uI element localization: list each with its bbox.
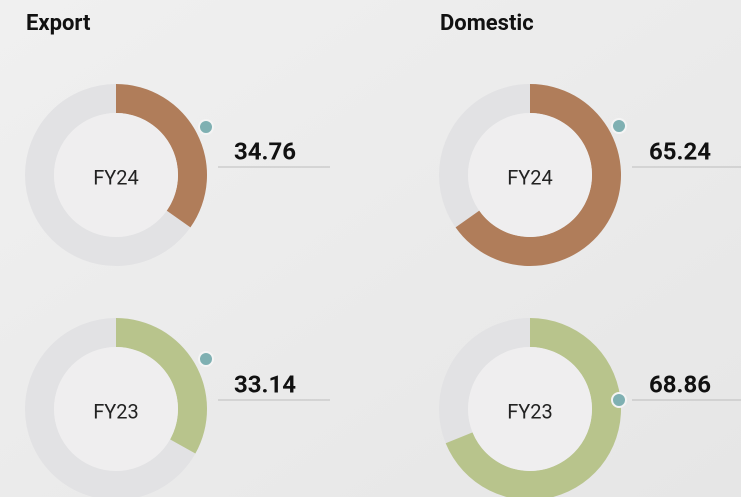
center-label: FY24 — [507, 165, 553, 189]
center-label: FY24 — [93, 165, 139, 189]
donut-center — [468, 113, 592, 237]
donut-arc — [116, 84, 208, 228]
value-label: 68.86 — [649, 370, 711, 398]
donut-center — [54, 347, 178, 471]
marker-dot — [198, 119, 214, 135]
center-label: FY23 — [93, 399, 139, 423]
section-title: Export — [26, 11, 91, 36]
section-title: Domestic — [440, 11, 534, 36]
value-label: 65.24 — [649, 137, 711, 165]
donut-arc — [445, 318, 621, 497]
donut-center — [468, 347, 592, 471]
value-label: 34.76 — [234, 137, 296, 165]
center-label: FY23 — [507, 399, 553, 423]
donut-arc — [455, 84, 621, 266]
value-label: 33.14 — [234, 370, 296, 398]
marker-dot — [611, 118, 627, 134]
donut-center — [54, 113, 178, 237]
donut-arc — [116, 318, 207, 454]
marker-dot — [611, 392, 627, 408]
marker-dot — [198, 351, 214, 367]
